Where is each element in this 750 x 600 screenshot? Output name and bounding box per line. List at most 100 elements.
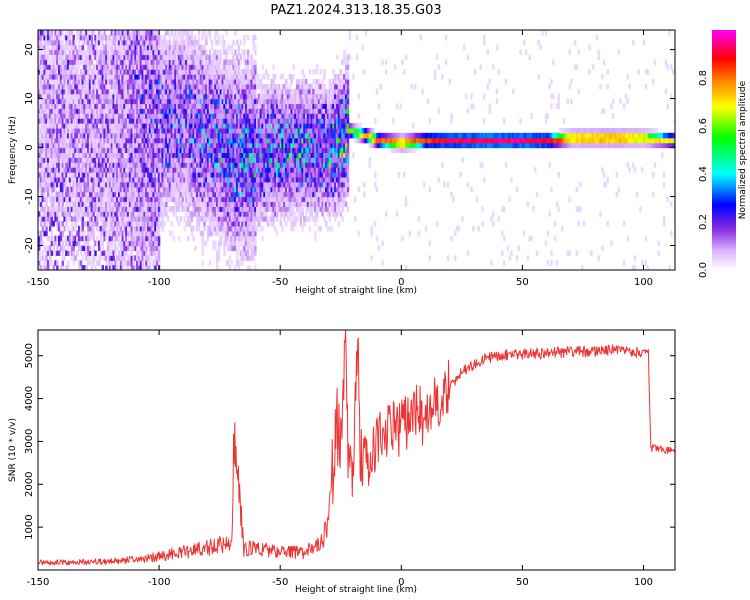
heatmap-cell bbox=[39, 265, 43, 270]
heatmap-cell bbox=[154, 235, 157, 242]
heatmap-cell bbox=[236, 137, 239, 144]
heatmap-cell bbox=[174, 64, 177, 70]
heatmap-cell bbox=[205, 167, 208, 173]
heatmap-cell bbox=[99, 196, 103, 203]
heatmap-cell bbox=[145, 221, 148, 227]
heatmap-cell bbox=[52, 59, 55, 65]
heatmap-cell bbox=[177, 69, 181, 75]
heatmap-cell bbox=[228, 113, 232, 119]
heatmap-cell bbox=[170, 172, 174, 178]
heatmap-cell bbox=[143, 108, 146, 114]
heatmap-cell bbox=[57, 206, 61, 212]
heatmap-cell bbox=[221, 103, 224, 109]
heatmap-cell bbox=[57, 132, 61, 139]
heatmap-cell bbox=[43, 127, 46, 134]
heatmap-cell bbox=[152, 78, 155, 85]
heatmap-cell bbox=[97, 162, 101, 168]
heatmap-cell bbox=[54, 186, 57, 193]
heatmap-cell bbox=[85, 137, 88, 144]
heatmap-cell bbox=[183, 39, 186, 46]
heatmap-cell bbox=[226, 216, 230, 222]
heatmap-cell bbox=[88, 88, 92, 95]
heatmap-cell bbox=[107, 260, 110, 266]
heatmap-cell bbox=[59, 93, 63, 100]
heatmap-cell bbox=[67, 186, 70, 193]
heatmap-cell bbox=[107, 54, 110, 60]
heatmap-cell bbox=[88, 172, 92, 178]
heatmap-cell bbox=[110, 186, 114, 193]
heatmap-cell bbox=[170, 118, 174, 124]
heatmap-cell bbox=[48, 49, 52, 56]
heatmap-cell bbox=[157, 78, 161, 85]
heatmap-cell bbox=[92, 108, 95, 114]
heatmap-cell bbox=[77, 230, 81, 237]
heatmap-cell bbox=[203, 201, 206, 207]
heatmap-cell bbox=[72, 172, 75, 178]
heatmap-cell bbox=[68, 240, 72, 247]
heatmap-cell bbox=[205, 74, 208, 80]
heatmap-cell bbox=[59, 265, 63, 270]
heatmap-cell bbox=[114, 181, 117, 188]
heatmap-cell bbox=[119, 30, 123, 36]
heatmap-cell bbox=[148, 113, 152, 119]
heatmap-cell bbox=[194, 206, 197, 212]
heatmap-cell bbox=[127, 240, 130, 247]
heatmap-cell bbox=[208, 157, 212, 163]
heatmap-cell bbox=[103, 74, 106, 80]
heatmap-cell bbox=[81, 147, 85, 154]
heatmap-cell bbox=[210, 225, 213, 232]
heatmap-cell bbox=[97, 127, 101, 134]
heatmap-cell bbox=[172, 167, 175, 173]
heatmap-cell bbox=[96, 201, 99, 207]
heatmap-cell bbox=[83, 54, 86, 60]
heatmap-cell bbox=[99, 157, 103, 163]
heatmap-cell bbox=[52, 64, 55, 70]
heatmap-cell bbox=[232, 216, 235, 222]
heatmap-cell bbox=[61, 201, 65, 207]
heatmap-cell bbox=[236, 132, 239, 139]
heatmap-cell bbox=[190, 132, 194, 139]
heatmap-cell bbox=[161, 157, 164, 163]
heatmap-cell bbox=[117, 74, 121, 80]
heatmap-cell bbox=[237, 118, 241, 124]
heatmap-cell bbox=[146, 172, 150, 178]
heatmap-cell bbox=[47, 78, 50, 85]
heatmap-cell bbox=[174, 167, 177, 173]
heatmap-cell bbox=[245, 64, 248, 70]
heatmap-cell bbox=[76, 162, 79, 168]
heatmap-cell bbox=[59, 162, 63, 168]
heatmap-cell bbox=[74, 191, 77, 198]
heatmap-cell bbox=[136, 59, 139, 65]
heatmap-cell bbox=[50, 78, 54, 85]
heatmap-cell bbox=[117, 69, 121, 75]
heatmap-cell bbox=[119, 201, 123, 207]
heatmap-cell bbox=[108, 147, 112, 154]
heatmap-cell bbox=[128, 245, 132, 252]
heatmap-cell bbox=[70, 142, 74, 149]
heatmap-cell bbox=[39, 108, 43, 114]
heatmap-cell bbox=[92, 74, 95, 80]
heatmap-cell bbox=[225, 191, 228, 198]
heatmap-cell bbox=[146, 206, 150, 212]
heatmap-cell bbox=[94, 250, 97, 256]
heatmap-cell bbox=[156, 54, 159, 60]
heatmap-cell bbox=[56, 162, 59, 168]
heatmap-cell bbox=[217, 103, 221, 109]
heatmap-cell bbox=[186, 147, 190, 154]
heatmap-cell bbox=[38, 54, 41, 60]
heatmap-cell bbox=[101, 181, 104, 188]
heatmap-cell bbox=[208, 176, 212, 183]
heatmap-cell bbox=[123, 206, 126, 212]
heatmap-cell bbox=[217, 127, 221, 134]
heatmap-cell bbox=[65, 172, 68, 178]
heatmap-cell bbox=[172, 172, 175, 178]
heatmap-cell bbox=[219, 216, 223, 222]
heatmap-cell bbox=[137, 201, 141, 207]
heatmap-cell bbox=[92, 216, 95, 222]
heatmap-cell bbox=[174, 108, 177, 114]
heatmap-cell bbox=[94, 196, 97, 203]
heatmap-cell bbox=[90, 44, 94, 51]
heatmap-cell bbox=[76, 240, 79, 247]
heatmap-cell bbox=[141, 64, 144, 70]
heatmap-cell bbox=[194, 152, 197, 158]
